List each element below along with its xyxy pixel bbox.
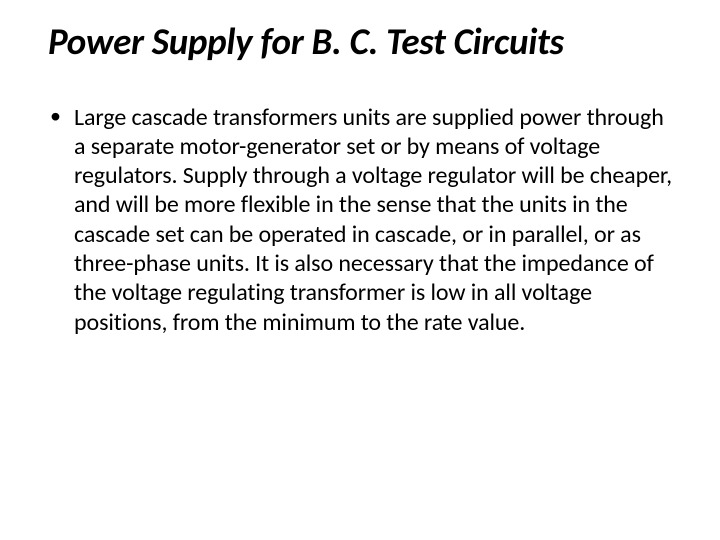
bullet-list: Large cascade transformers units are sup…	[48, 103, 672, 337]
slide-container: Power Supply for B. C. Test Circuits Lar…	[0, 0, 720, 540]
slide-title: Power Supply for B. C. Test Circuits	[48, 22, 672, 63]
bullet-item: Large cascade transformers units are sup…	[48, 103, 672, 337]
